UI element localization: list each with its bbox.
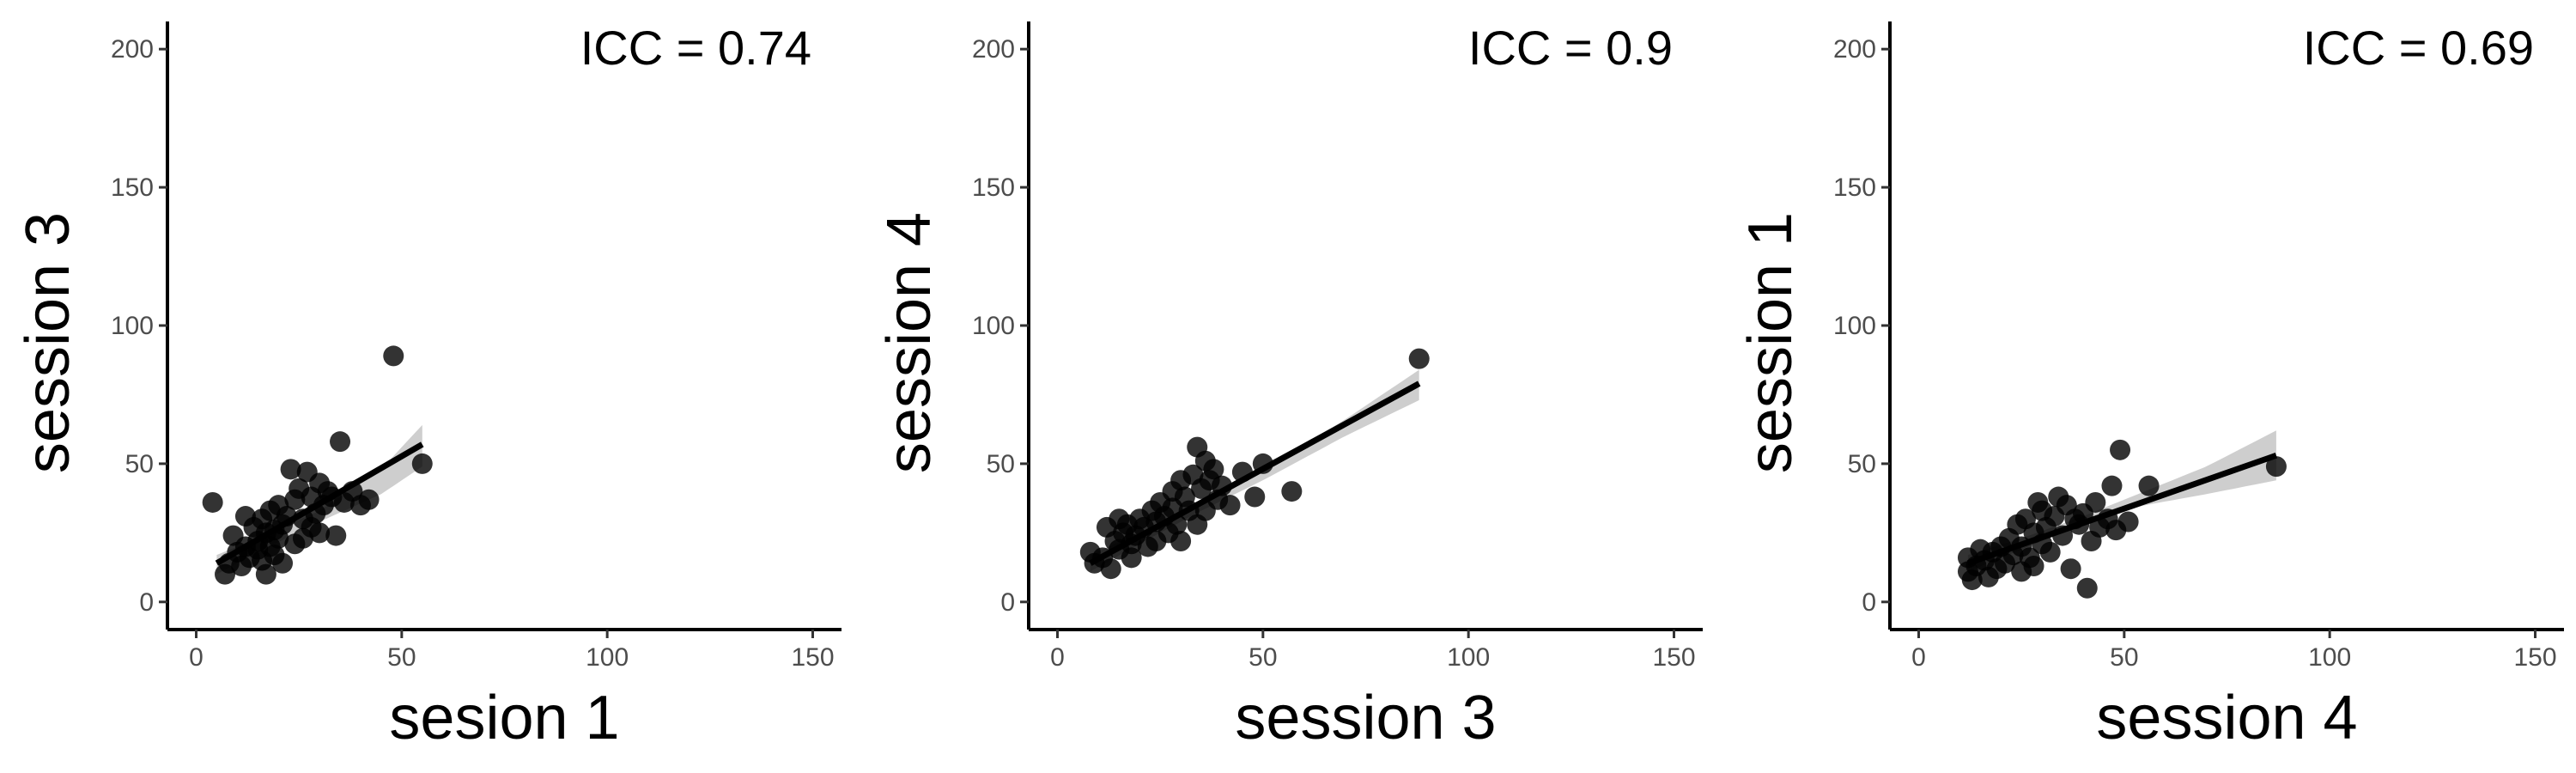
icc-annotation: ICC = 0.9: [1468, 21, 1673, 75]
x-tick-label: 150: [791, 643, 834, 672]
y-tick-label: 100: [111, 312, 154, 340]
data-point: [280, 459, 301, 480]
x-tick-label: 150: [2513, 643, 2556, 672]
x-tick-label: 100: [586, 643, 629, 672]
data-point: [1166, 514, 1188, 535]
data-point: [202, 491, 223, 513]
y-tick-label: 50: [1848, 450, 1876, 478]
y-tick-label: 100: [972, 312, 1015, 340]
data-point: [2117, 511, 2139, 533]
data-point: [2039, 541, 2061, 563]
data-point: [2110, 439, 2131, 460]
x-tick-label: 0: [1050, 643, 1065, 672]
data-point: [2101, 475, 2123, 496]
y-tick-label: 150: [972, 173, 1015, 202]
data-point: [2060, 558, 2081, 580]
data-point: [330, 431, 351, 453]
y-tick-label: 200: [972, 35, 1015, 64]
data-point: [255, 563, 276, 585]
data-point: [358, 489, 380, 510]
x-axis-title: sesion 1: [389, 684, 619, 752]
x-tick-label: 50: [2110, 643, 2138, 672]
icc-annotation: ICC = 0.69: [2303, 21, 2534, 75]
y-axis-title: session 4: [875, 212, 944, 473]
data-point: [1100, 558, 1121, 580]
data-point: [1281, 481, 1303, 502]
y-tick-label: 100: [1833, 312, 1876, 340]
y-tick-label: 0: [1862, 588, 1876, 617]
x-tick-label: 50: [1249, 643, 1277, 672]
data-point: [325, 525, 347, 546]
data-point: [309, 522, 331, 544]
x-tick-label: 0: [1911, 643, 1926, 672]
chart-panel-2: 0 50 100 150 200 0 50 100 150 ICC = 0.9 session 3 s…: [875, 21, 1703, 752]
data-point: [1219, 495, 1241, 516]
y-axis-title: session 3: [14, 212, 82, 473]
y-tick-label: 200: [1833, 35, 1876, 64]
data-point: [2138, 475, 2160, 496]
data-point: [1170, 531, 1192, 552]
chart-panel-3: 0 50 100 150 200 0 50 100 150 ICC = 0.69 session 4…: [1736, 21, 2564, 752]
x-tick-label: 100: [2308, 643, 2351, 672]
x-axis-title: session 4: [2096, 684, 2357, 752]
y-tick-label: 50: [987, 450, 1015, 478]
data-point: [272, 552, 294, 574]
data-point: [276, 506, 297, 527]
data-point: [1244, 486, 1266, 508]
data-point: [1252, 453, 1273, 474]
y-tick-label: 50: [125, 450, 154, 478]
data-point: [1211, 475, 1232, 496]
y-axis-title: session 1: [1736, 212, 1805, 473]
x-tick-label: 150: [1652, 643, 1695, 672]
y-tick-label: 0: [1000, 588, 1015, 617]
y-tick-label: 150: [1833, 173, 1876, 202]
y-tick-label: 200: [111, 35, 154, 64]
y-tick-label: 150: [111, 173, 154, 202]
data-point: [411, 453, 433, 474]
data-point: [383, 345, 404, 367]
data-point: [2265, 456, 2287, 478]
chart-panel-1: 0 50 100 150 200 0 50 100 150 ICC = 0.74 sesion 1 s…: [14, 21, 841, 752]
data-point: [1203, 459, 1224, 480]
y-tick-label: 0: [139, 588, 154, 617]
data-point: [2085, 491, 2106, 513]
data-point: [2052, 525, 2074, 546]
data-point: [1121, 547, 1142, 569]
x-tick-label: 50: [387, 643, 416, 672]
x-tick-label: 0: [189, 643, 204, 672]
data-point: [1231, 461, 1253, 483]
data-point: [1408, 348, 1430, 369]
data-point: [2076, 577, 2098, 599]
icc-annotation: ICC = 0.74: [580, 21, 811, 75]
data-point: [2023, 555, 2044, 576]
x-tick-label: 100: [1447, 643, 1490, 672]
x-axis-title: session 3: [1235, 684, 1496, 752]
